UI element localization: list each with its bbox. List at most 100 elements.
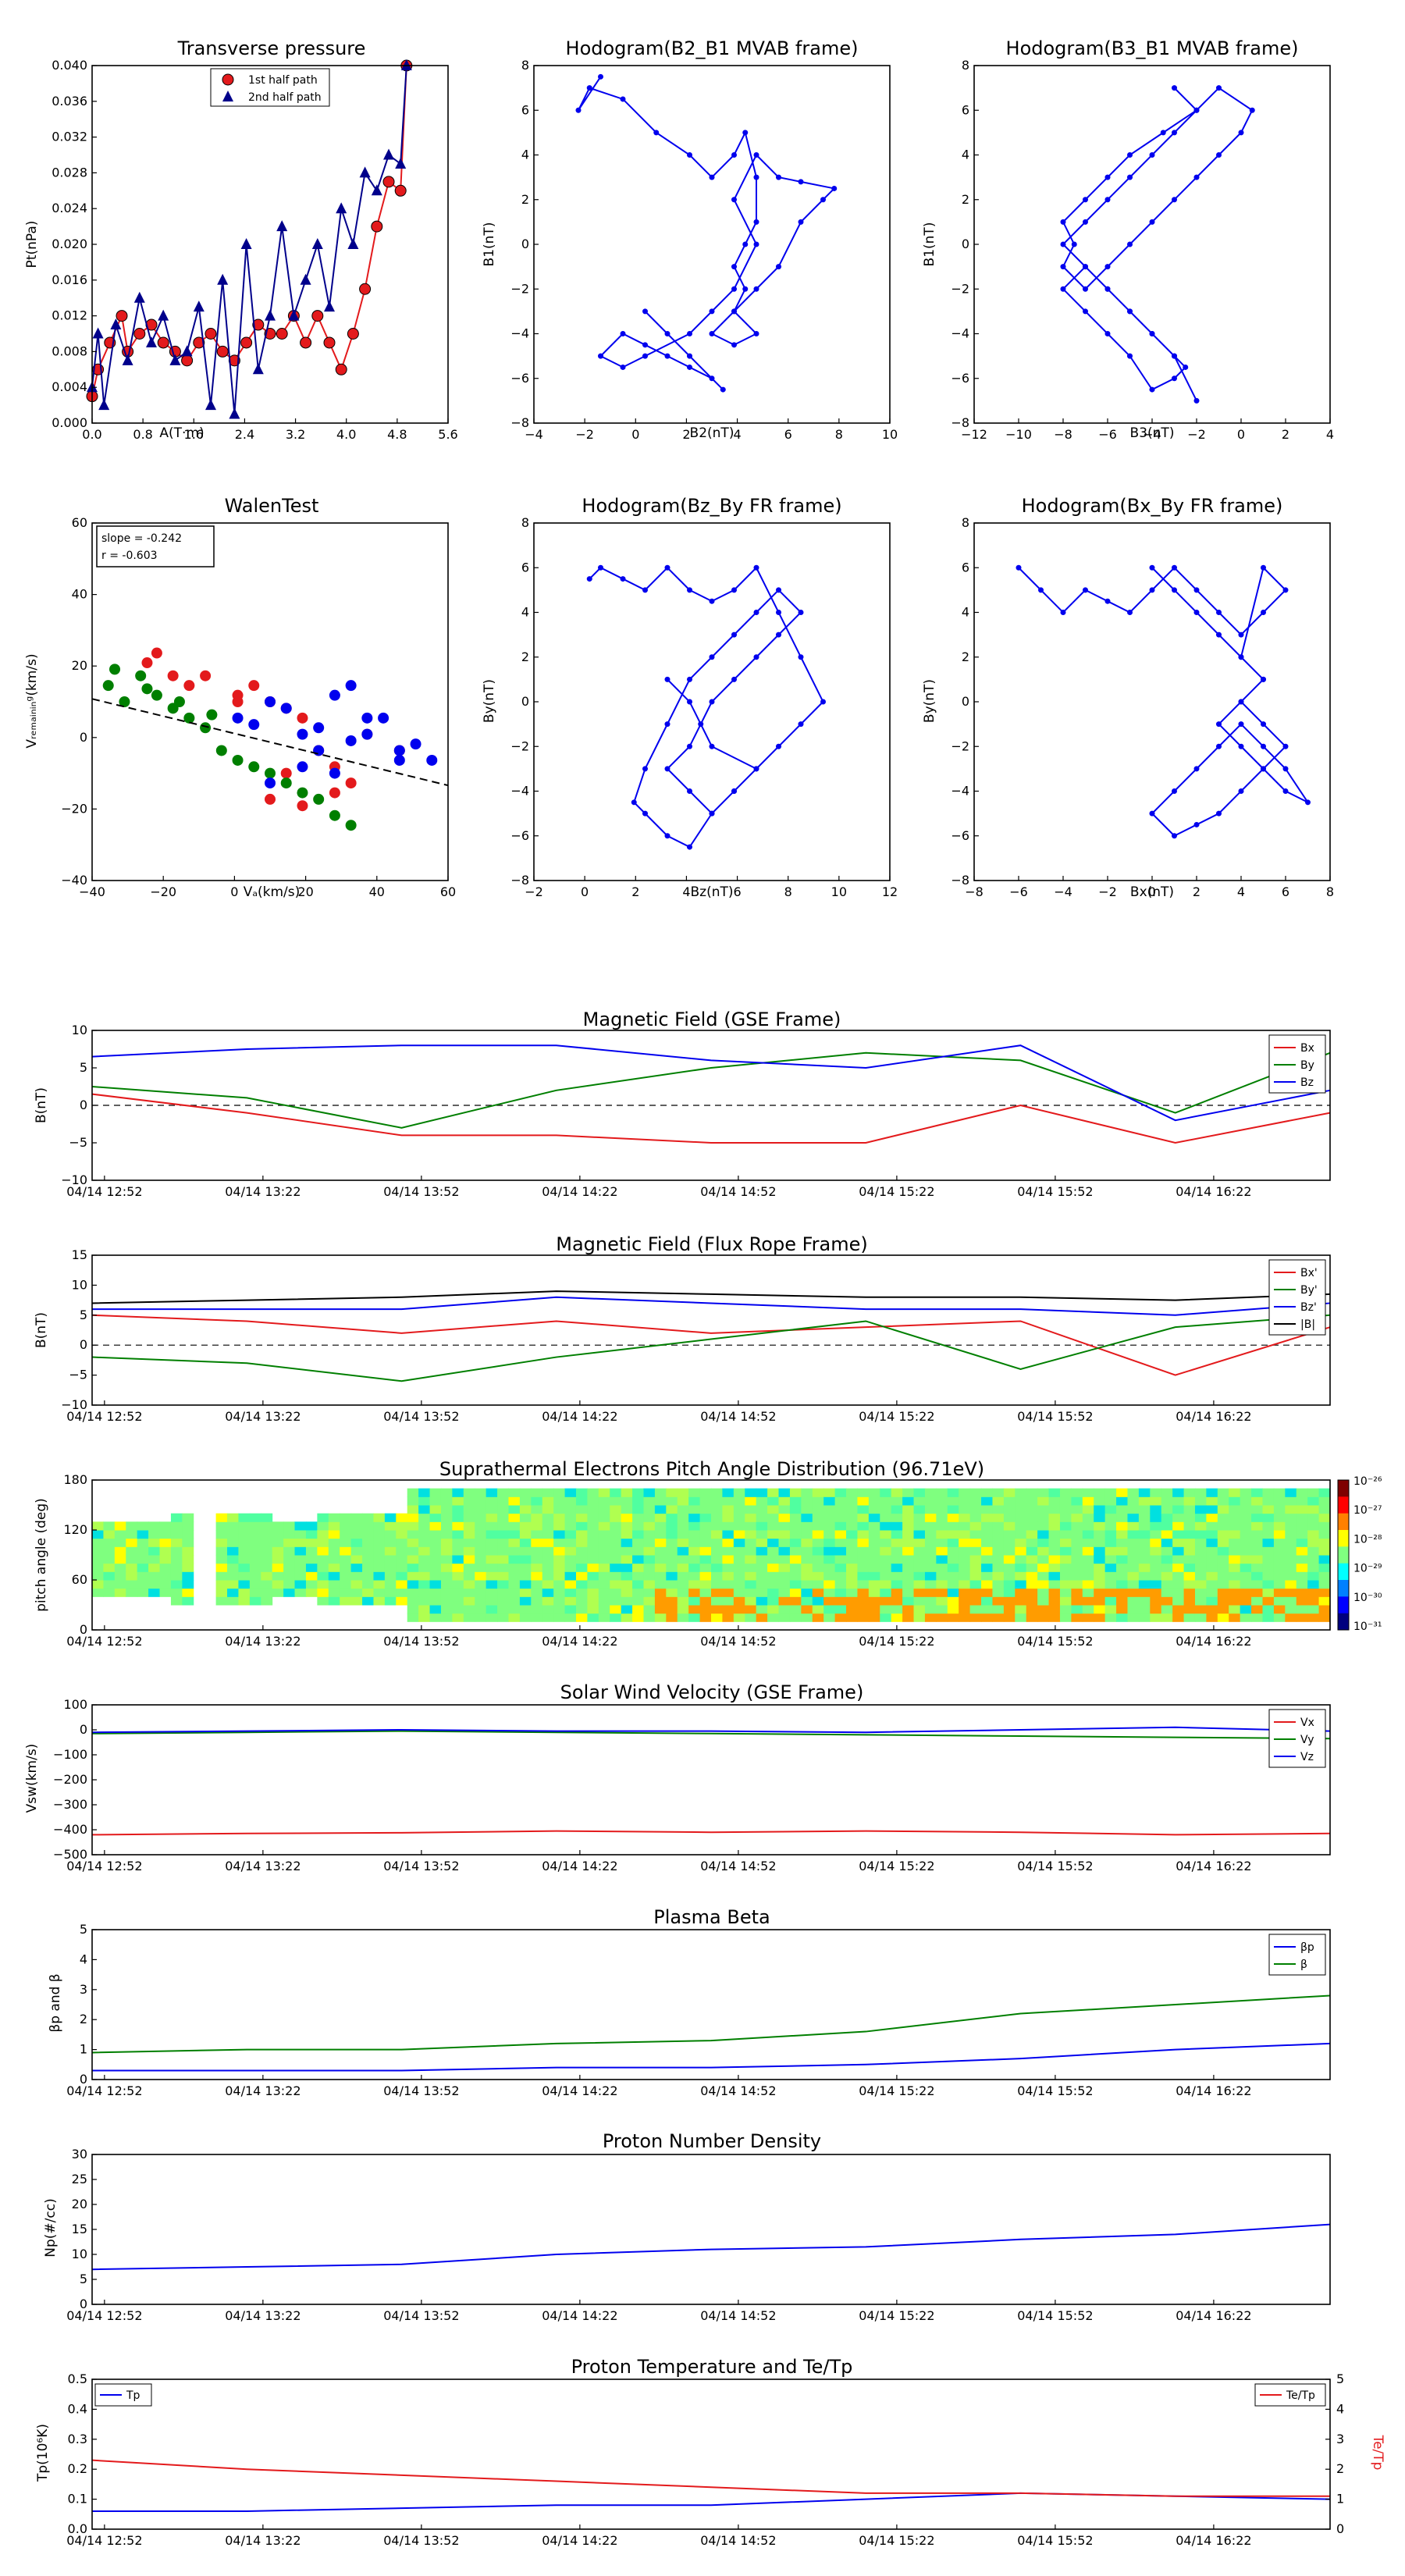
pad-cell [1026, 1588, 1038, 1597]
pad-cell [880, 1605, 892, 1614]
pad-cell [418, 1546, 431, 1556]
pad-cell [1307, 1530, 1320, 1539]
pad-cell [1127, 1563, 1140, 1572]
pad-cell [519, 1521, 532, 1531]
pad-cell [969, 1588, 982, 1597]
pad-cell [812, 1538, 824, 1547]
mag_gse-ytick-label: −10 [61, 1172, 87, 1187]
walen-point [280, 767, 292, 779]
pad-cell [936, 1580, 948, 1589]
pad-cell [598, 1571, 610, 1581]
pad-cell [1082, 1538, 1094, 1547]
transverse_pressure-point [217, 273, 229, 285]
pad-cell [249, 1571, 261, 1581]
pad-cell [981, 1605, 993, 1614]
walen-point [297, 800, 308, 812]
walen-point [135, 670, 147, 681]
pad-cell [834, 1580, 847, 1589]
hodo_bzby-point [798, 654, 804, 660]
transverse_pressure-point [382, 176, 395, 188]
pad-cell [553, 1588, 566, 1597]
walen-point [313, 722, 325, 734]
pad-cell [1285, 1580, 1297, 1589]
hodo_b2b1-point [753, 286, 759, 292]
pad-cell [429, 1596, 442, 1606]
hodo_bxby-point [1193, 587, 1200, 593]
pad-cell [699, 1555, 712, 1564]
pad-cell [114, 1588, 126, 1597]
pad-cell [418, 1605, 431, 1614]
pad-cell [396, 1588, 408, 1597]
pad-cell [789, 1513, 802, 1522]
pad-cell [182, 1588, 194, 1597]
pad-cell [789, 1538, 802, 1547]
pad-cell [317, 1580, 329, 1589]
pad-cell [429, 1571, 442, 1581]
mag_fr-xtick-label: 04/14 14:52 [700, 1409, 776, 1424]
pad-cell [1104, 1605, 1117, 1614]
pad-cell [598, 1555, 610, 1564]
pad-cell [610, 1521, 622, 1531]
pad-cell [699, 1546, 712, 1556]
pad-cell [891, 1546, 903, 1556]
hodo_bzby-point [664, 564, 670, 571]
pad-cell [1037, 1588, 1050, 1597]
pad-cell [801, 1530, 813, 1539]
hodo_bxby-point [1305, 799, 1311, 806]
mag_gse-legend-label: Bz [1300, 1076, 1314, 1089]
pad-cell [823, 1538, 836, 1547]
pad-cell [610, 1538, 622, 1547]
pad-cell [1116, 1580, 1128, 1589]
pad-cell [666, 1546, 678, 1556]
pad-cell [722, 1605, 735, 1614]
transverse_pressure-point [110, 318, 122, 330]
pad-cell [677, 1513, 689, 1522]
pad-cell [1015, 1605, 1027, 1614]
pad-cell [1172, 1496, 1185, 1506]
pad-cell [249, 1596, 261, 1606]
density-xtick-label: 04/14 15:52 [1017, 2308, 1093, 2323]
hodo_bzby-point [687, 788, 692, 794]
walen-point [183, 712, 195, 724]
pad-cell [1172, 1488, 1185, 1497]
pad-cell [902, 1521, 915, 1531]
pad-cell [531, 1488, 543, 1497]
walen-point [151, 689, 162, 701]
pad-cell [1217, 1580, 1229, 1589]
pad-cell [1273, 1596, 1286, 1606]
hodo_bxby-point [1261, 610, 1266, 615]
pad-cell [1104, 1596, 1117, 1606]
density-xtick-label: 04/14 12:52 [66, 2308, 142, 2323]
pad-cell [598, 1505, 610, 1514]
pad-cell [1003, 1488, 1016, 1497]
pad-cell [429, 1563, 442, 1572]
pad-cell [947, 1496, 959, 1506]
hodo_b3b1-point [1149, 386, 1155, 393]
hodo_b2b1-xtick-label: −2 [575, 427, 594, 442]
pad-cell [1048, 1521, 1061, 1531]
pad-cell [1240, 1505, 1252, 1514]
ylabel2-temp: Te/Tp [1370, 2435, 1385, 2471]
pad-cell [542, 1546, 554, 1556]
mag_fr-series-Bz' [92, 1296, 1331, 1316]
pad-cell [1217, 1555, 1229, 1564]
pad-cell [857, 1613, 870, 1622]
pad-cell [294, 1580, 307, 1589]
pad-cell [924, 1513, 937, 1522]
walen-point [345, 820, 357, 831]
pad-cell [992, 1496, 1005, 1506]
pad-cell [1026, 1505, 1038, 1514]
pad-cell [857, 1521, 870, 1531]
pad-cell [340, 1596, 352, 1606]
pad-cell [519, 1546, 532, 1556]
pad-cell [272, 1538, 284, 1547]
pad-cell [1296, 1563, 1308, 1572]
pad-cell [846, 1571, 858, 1581]
pad-cell [475, 1571, 487, 1581]
pad-cell [587, 1596, 599, 1606]
pad-cell [598, 1546, 610, 1556]
pad-cell [1059, 1580, 1072, 1589]
hodo_bzby-point [776, 743, 781, 749]
pad-cell [969, 1563, 982, 1572]
pad-cell [880, 1613, 892, 1622]
